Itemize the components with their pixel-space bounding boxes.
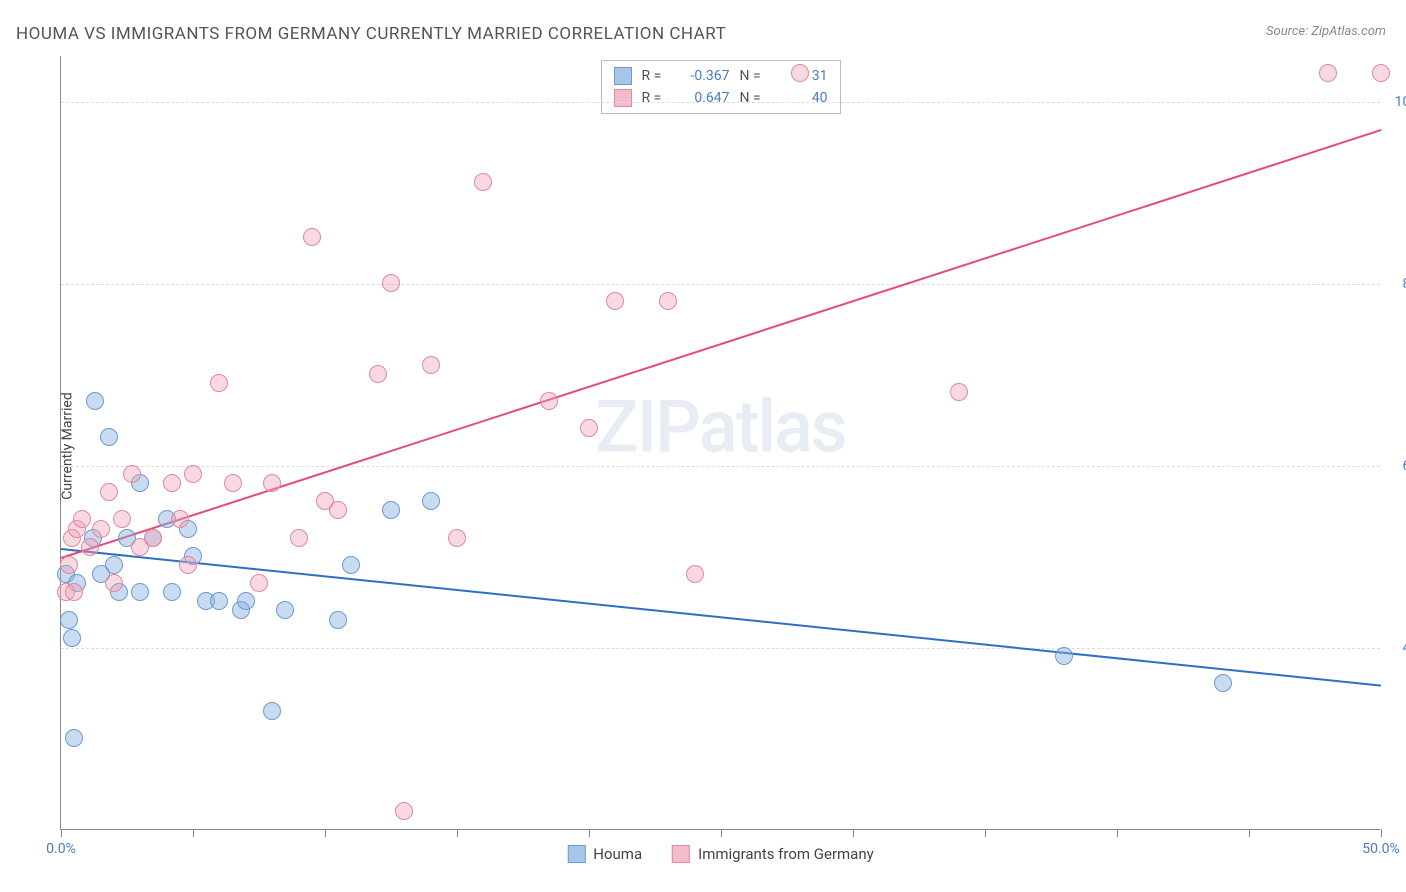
scatter-point (210, 592, 228, 610)
scatter-point (263, 474, 281, 492)
scatter-point (179, 556, 197, 574)
x-tick (985, 829, 986, 837)
watermark: ZIPatlas (595, 385, 845, 470)
scatter-point (60, 611, 78, 629)
scatter-point (65, 729, 83, 747)
scatter-point (791, 64, 809, 82)
y-tick-label: 40.0% (1385, 640, 1406, 656)
scatter-point (382, 274, 400, 292)
n-label: N = (740, 68, 770, 84)
scatter-point (369, 365, 387, 383)
swatch-germany-bottom (672, 845, 690, 863)
x-tick (457, 829, 458, 837)
scatter-point (210, 374, 228, 392)
scatter-point (86, 392, 104, 410)
y-tick-label: 100.0% (1385, 94, 1406, 110)
x-tick-label: 0.0% (46, 841, 76, 857)
legend-item-houma: Houma (567, 845, 642, 863)
scatter-point (606, 292, 624, 310)
source-label: Source: ZipAtlas.com (1266, 24, 1386, 39)
legend-item-germany: Immigrants from Germany (672, 845, 874, 863)
scatter-point (81, 538, 99, 556)
swatch-houma (614, 67, 632, 85)
scatter-point (382, 501, 400, 519)
scatter-point (105, 574, 123, 592)
scatter-point (60, 556, 78, 574)
legend-label-germany: Immigrants from Germany (698, 845, 874, 863)
scatter-point (1372, 64, 1390, 82)
scatter-point (474, 173, 492, 191)
r-value-germany: 0.647 (682, 90, 730, 106)
y-tick-label: 60.0% (1385, 458, 1406, 474)
x-tick (721, 829, 722, 837)
r-label: R = (642, 90, 672, 106)
scatter-point (659, 292, 677, 310)
scatter-point (1055, 647, 1073, 665)
bottom-legend: Houma Immigrants from Germany (567, 845, 873, 863)
scatter-point (263, 702, 281, 720)
scatter-point (171, 510, 189, 528)
scatter-point (73, 510, 91, 528)
swatch-germany (614, 89, 632, 107)
scatter-point (422, 492, 440, 510)
scatter-point (448, 529, 466, 547)
scatter-point (65, 583, 83, 601)
gridline (61, 102, 1380, 103)
r-label: R = (642, 68, 672, 84)
scatter-point (395, 802, 413, 820)
n-value-germany: 40 (780, 90, 828, 106)
r-value-houma: -0.367 (682, 68, 730, 84)
scatter-point (329, 611, 347, 629)
x-tick (61, 829, 62, 837)
scatter-point (1319, 64, 1337, 82)
scatter-point (184, 465, 202, 483)
scatter-point (163, 474, 181, 492)
plot-area: ZIPatlas R = -0.367 N = 31 R = 0.647 N =… (60, 56, 1380, 830)
scatter-point (290, 529, 308, 547)
scatter-point (580, 419, 598, 437)
trend-line (61, 548, 1381, 687)
x-tick (589, 829, 590, 837)
x-tick (1117, 829, 1118, 837)
scatter-point (163, 583, 181, 601)
scatter-point (144, 529, 162, 547)
scatter-point (329, 501, 347, 519)
x-tick (325, 829, 326, 837)
gridline (61, 648, 1380, 649)
scatter-point (540, 392, 558, 410)
x-tick (853, 829, 854, 837)
chart-title: HOUMA VS IMMIGRANTS FROM GERMANY CURRENT… (16, 24, 726, 44)
scatter-point (100, 428, 118, 446)
scatter-point (237, 592, 255, 610)
swatch-houma-bottom (567, 845, 585, 863)
gridline (61, 466, 1380, 467)
scatter-point (686, 565, 704, 583)
y-tick-label: 80.0% (1385, 276, 1406, 292)
x-tick-label: 50.0% (1362, 841, 1400, 857)
scatter-point (303, 228, 321, 246)
gridline (61, 284, 1380, 285)
scatter-point (250, 574, 268, 592)
x-tick (193, 829, 194, 837)
x-tick (1381, 829, 1382, 837)
n-label: N = (740, 90, 770, 106)
scatter-point (342, 556, 360, 574)
scatter-point (100, 483, 118, 501)
trend-line (61, 129, 1382, 559)
scatter-point (1214, 674, 1232, 692)
legend-label-houma: Houma (593, 845, 642, 863)
scatter-point (113, 510, 131, 528)
scatter-point (224, 474, 242, 492)
scatter-point (63, 629, 81, 647)
scatter-point (123, 465, 141, 483)
stats-row-germany: R = 0.647 N = 40 (602, 87, 840, 109)
scatter-point (950, 383, 968, 401)
scatter-point (276, 601, 294, 619)
x-tick (1249, 829, 1250, 837)
scatter-point (92, 520, 110, 538)
scatter-point (422, 356, 440, 374)
scatter-point (131, 583, 149, 601)
